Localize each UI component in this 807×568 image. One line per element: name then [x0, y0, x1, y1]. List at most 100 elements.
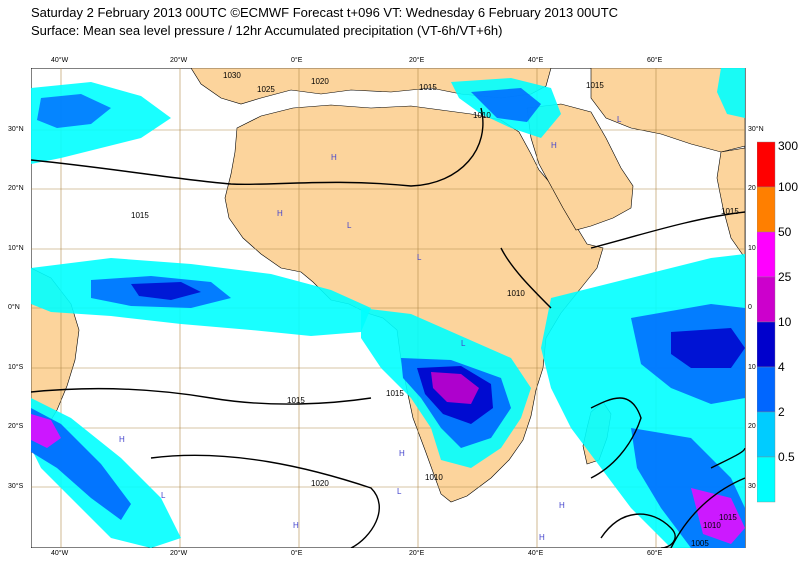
isobar-1010-madagascar: [590, 397, 642, 479]
precip-magenta-southeast: [691, 488, 745, 544]
isobar-label: 1015: [386, 389, 404, 398]
isobar-label: 1015: [586, 81, 604, 90]
isobar-label: 1015: [287, 396, 305, 405]
lon-label: 60°E: [647, 550, 663, 557]
chart-title-line1: Saturday 2 February 2013 00UTC ©ECMWF Fo…: [31, 5, 619, 20]
legend-label: 100: [778, 180, 798, 194]
lat-label: 20°N: [8, 185, 24, 192]
isobar-1015-southeast: [710, 447, 746, 469]
svg-text:H: H: [551, 141, 557, 150]
legend-swatch: [757, 276, 776, 323]
legend-swatch: [757, 231, 776, 278]
lon-label: 20°W: [170, 57, 188, 64]
legend-swatch: [757, 141, 776, 188]
isobar-label: 1030: [223, 71, 241, 80]
isobar-label: 1010: [703, 521, 721, 530]
isobar-1015-east: [590, 211, 746, 249]
isobar-1015-north: [31, 107, 484, 187]
lat-label: 30°N: [8, 126, 24, 133]
svg-text:H: H: [331, 153, 337, 162]
svg-text:L: L: [161, 491, 166, 500]
isobar-label: 1010: [473, 111, 491, 120]
svg-text:H: H: [559, 501, 565, 510]
legend-swatch: [757, 186, 776, 233]
isobar-label: 1015: [419, 83, 437, 92]
isobar-1005-southeast: [600, 513, 676, 548]
svg-text:H: H: [277, 209, 283, 218]
lon-label: 0°E: [291, 57, 303, 64]
lat-label: 10°N: [8, 245, 24, 252]
svg-text:H: H: [399, 449, 405, 458]
weather-map: 1030 1025 1020 1015 1010 1015 1010 1015 …: [31, 68, 746, 548]
precip-blue-north: [37, 94, 111, 128]
precip-navy-equatorial: [131, 282, 201, 300]
india-landmass: [716, 147, 746, 259]
lat-label: 10°S: [8, 364, 24, 371]
lon-label: 20°W: [170, 550, 188, 557]
isobar-layer: [31, 107, 746, 548]
svg-text:H: H: [479, 68, 485, 70]
legend-label: 2: [778, 405, 785, 419]
lat-label: 0: [748, 304, 752, 311]
legend-label: 50: [778, 225, 792, 239]
legend-label: 0.5: [778, 450, 795, 464]
lat-label: 20: [748, 185, 756, 192]
legend-label: 300: [778, 139, 798, 153]
svg-text:L: L: [347, 221, 352, 230]
isobar-label: 1020: [311, 77, 329, 86]
precipitation-legend: 300 100 50 25 10 4 2 0.5: [757, 139, 798, 503]
precip-navy-indian-ocean: [671, 328, 745, 368]
legend-swatch: [757, 366, 776, 413]
isobar-labels: 1030 1025 1020 1015 1010 1015 1010 1015 …: [131, 71, 739, 548]
legend-label: 4: [778, 360, 785, 374]
svg-text:L: L: [617, 115, 622, 124]
lon-label: 20°E: [409, 57, 425, 64]
isobar-label: 1020: [311, 479, 329, 488]
lat-label: 10: [748, 245, 756, 252]
isobar-label: 1025: [257, 85, 275, 94]
precipitation-layer: [31, 68, 745, 548]
svg-text:L: L: [461, 339, 466, 348]
legend-label: 25: [778, 270, 792, 284]
isobar-label: 1015: [719, 513, 737, 522]
lon-label: 40°E: [528, 550, 544, 557]
svg-text:H: H: [539, 533, 545, 542]
isobar-1020-south: [150, 454, 380, 548]
lon-label: 20°E: [409, 550, 425, 557]
isobar-1010-southeast: [670, 477, 746, 548]
lat-label: 30: [748, 483, 756, 490]
isobar-1015-south: [31, 387, 372, 405]
lon-label: 60°E: [647, 57, 663, 64]
svg-text:L: L: [417, 253, 422, 262]
arabia-landmass: [526, 103, 634, 231]
lon-label: 40°W: [51, 550, 69, 557]
isobar-label: 1010: [507, 289, 525, 298]
lat-label: 0°N: [8, 304, 20, 311]
legend-swatch: [757, 321, 776, 368]
isobar-label: 1015: [131, 211, 149, 220]
legend-swatch: [757, 456, 776, 503]
lat-label: 20: [748, 423, 756, 430]
lon-label: 40°W: [51, 57, 69, 64]
precip-magenta-southwest: [31, 414, 61, 448]
isobar-1010-east: [500, 247, 552, 309]
isobar-label: 1015: [721, 207, 739, 216]
lat-label: 30°N: [748, 126, 764, 133]
lat-label: 10: [748, 364, 756, 371]
legend-label: 10: [778, 315, 792, 329]
isobar-label: 1005: [691, 539, 709, 548]
chart-title-line2: Surface: Mean sea level pressure / 12hr …: [31, 23, 503, 38]
lat-label: 30°S: [8, 483, 24, 490]
lon-label: 0°E: [291, 550, 303, 557]
lat-label: 20°S: [8, 423, 24, 430]
legend-swatch: [757, 411, 776, 458]
svg-text:L: L: [397, 487, 402, 496]
isobar-label: 1010: [425, 473, 443, 482]
precip-magenta-southern-africa: [431, 372, 479, 404]
svg-text:H: H: [293, 521, 299, 530]
precip-cyan-northeast: [717, 68, 745, 118]
precip-blue-med: [471, 88, 541, 122]
svg-text:H: H: [119, 435, 125, 444]
lon-label: 40°E: [528, 57, 544, 64]
pressure-centers: H L H H L L L H L H H L H H H: [119, 68, 622, 542]
